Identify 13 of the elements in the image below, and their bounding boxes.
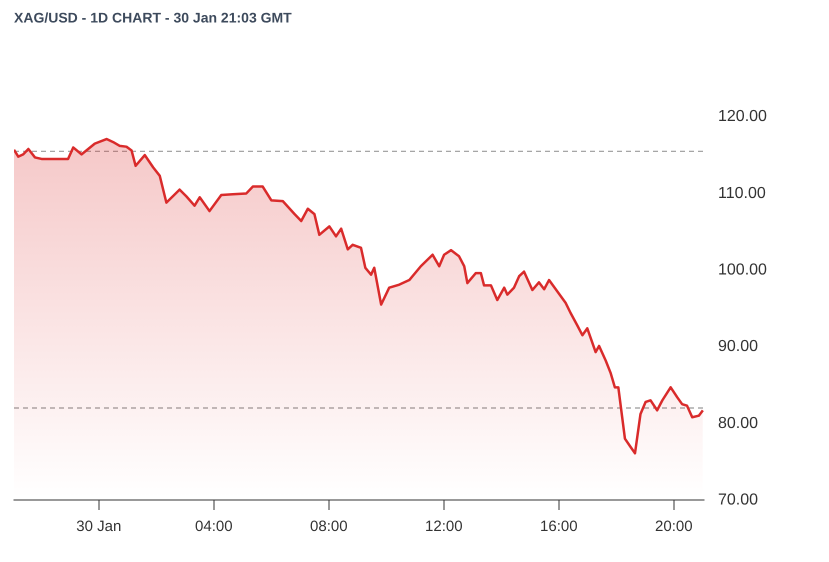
x-tick-label: 16:00	[540, 518, 578, 536]
x-tick-label: 30 Jan	[76, 518, 122, 536]
x-tick-label: 04:00	[195, 518, 233, 536]
y-tick-label: 100.00	[718, 261, 768, 278]
x-tick-label: 08:00	[310, 518, 348, 536]
y-tick-label: 120.00	[718, 108, 768, 126]
y-tick-label: 90.00	[718, 338, 758, 356]
y-tick-label: 110.00	[718, 184, 766, 202]
chart-title: XAG/USD - 1D CHART - 30 Jan 21:03 GMT	[14, 9, 292, 26]
y-tick-label: 70.00	[718, 491, 758, 508]
x-tick-label: 12:00	[425, 518, 463, 536]
x-tick-label: 20:00	[655, 518, 693, 536]
y-tick-label: 80.00	[718, 414, 758, 432]
